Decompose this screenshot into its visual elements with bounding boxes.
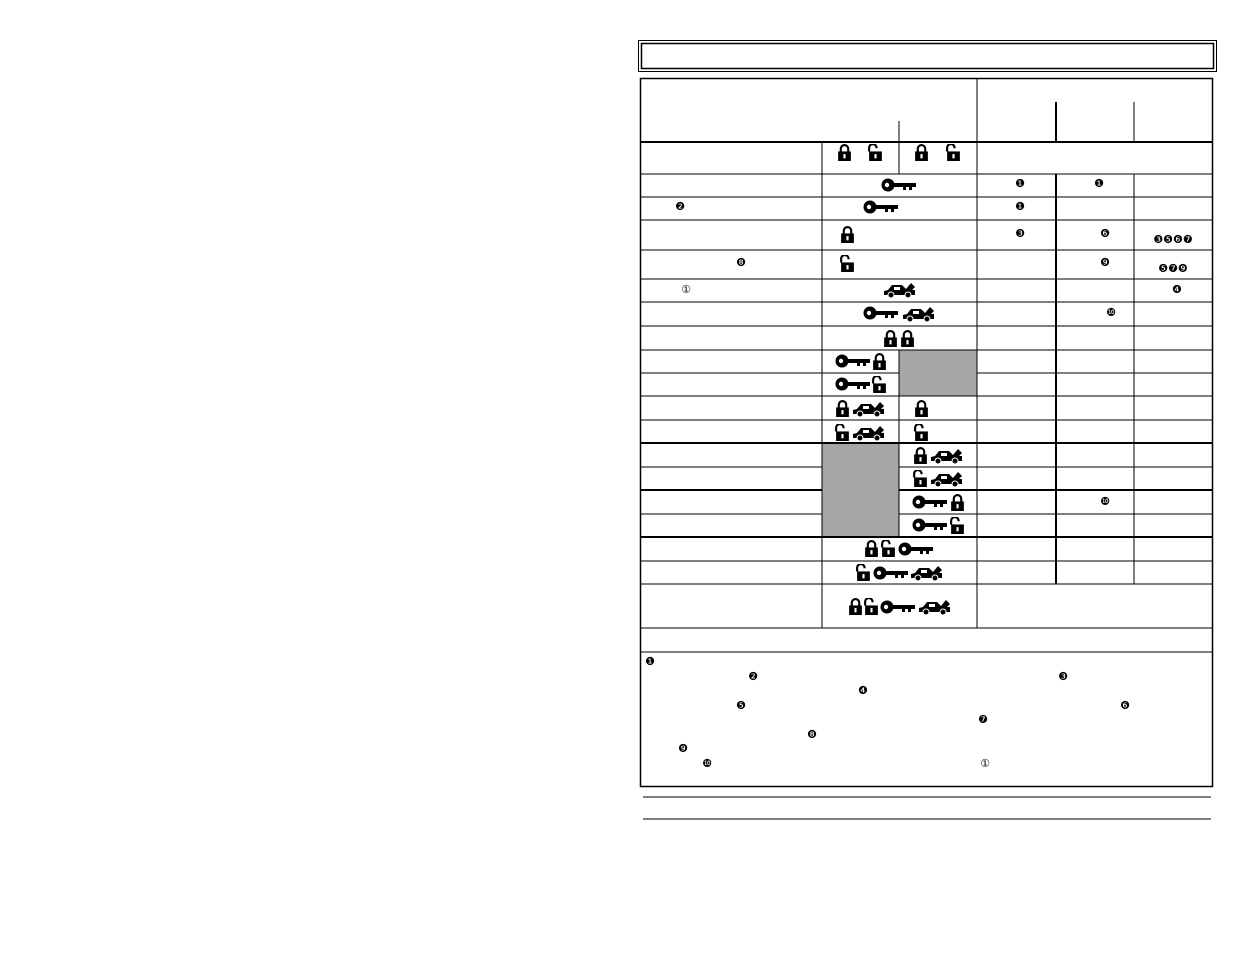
key-icon: [873, 566, 908, 580]
lock-icon: [835, 400, 850, 417]
key-icon: [863, 200, 898, 214]
note-mark: ❽: [807, 728, 817, 741]
lock-icon: [950, 494, 965, 511]
lock-icon: [914, 400, 929, 417]
note-mark: ❸: [1058, 670, 1068, 683]
unlock-icon: [872, 376, 887, 393]
key-icon: [835, 354, 870, 368]
cell-mark: ❸: [1015, 227, 1025, 240]
note-mark: ❿: [702, 757, 712, 770]
unlock-icon: [864, 598, 879, 615]
lock-icon: [848, 598, 863, 615]
note-mark: ❺: [736, 699, 746, 712]
lock-icon: [864, 540, 879, 557]
car-icon: [883, 282, 916, 298]
lock-icon: [840, 226, 855, 243]
label-mark: ❽: [736, 256, 746, 269]
key-icon: [880, 600, 915, 614]
note-mark: ❻: [1120, 699, 1130, 712]
label-mark: ①: [681, 283, 691, 296]
car-icon: [930, 471, 963, 487]
unlock-icon: [950, 517, 965, 534]
title-box: [638, 40, 1217, 72]
cell-mark: ❶: [1015, 177, 1025, 190]
key-icon: [912, 495, 947, 509]
cell-mark: ❿: [1106, 306, 1116, 319]
lock-icon: [913, 447, 928, 464]
unlock-icon: [913, 470, 928, 487]
unlock-icon: [868, 144, 883, 161]
shaded-cell: [822, 443, 899, 537]
cell-mark: ❿: [1100, 495, 1110, 508]
key-icon: [898, 542, 933, 556]
cell-mark: ❶: [1015, 200, 1025, 213]
note-mark: ❷: [748, 670, 758, 683]
unlock-icon: [881, 540, 896, 557]
unlock-icon: [914, 424, 929, 441]
car-icon: [902, 306, 935, 322]
note-mark: ❹: [858, 684, 868, 697]
car-icon: [930, 448, 963, 464]
car-icon: [918, 599, 951, 615]
car-icon: [852, 425, 885, 441]
note-mark: ❶: [645, 655, 655, 668]
key-icon: [881, 178, 916, 192]
car-icon: [910, 565, 943, 581]
unlock-icon: [856, 564, 871, 581]
note-mark: ❼: [978, 713, 988, 726]
cell-mark: ❾: [1100, 256, 1110, 269]
shaded-cell: [899, 350, 977, 396]
lock-icon: [914, 144, 929, 161]
key-icon: [863, 306, 898, 320]
note-mark: ❾: [678, 742, 688, 755]
cell-mark: ❻: [1100, 227, 1110, 240]
cell-mark: ❸❺❻❼: [1153, 233, 1193, 246]
key-icon: [912, 518, 947, 532]
cell-mark: ❺❼❾: [1158, 262, 1188, 275]
lock-icon: [837, 144, 852, 161]
unlock-icon: [835, 424, 850, 441]
note-mark: ①: [980, 757, 990, 770]
key-icon: [835, 377, 870, 391]
cell-mark: ❶: [1094, 177, 1104, 190]
grid: [639, 77, 1214, 820]
unlock-icon: [840, 255, 855, 272]
lock-icon: [872, 353, 887, 370]
lock-icon: [900, 330, 915, 347]
label-mark: ❷: [675, 200, 685, 213]
car-icon: [852, 401, 885, 417]
unlock-icon: [946, 144, 961, 161]
cell-mark: ❹: [1172, 283, 1182, 296]
lock-icon: [883, 330, 898, 347]
